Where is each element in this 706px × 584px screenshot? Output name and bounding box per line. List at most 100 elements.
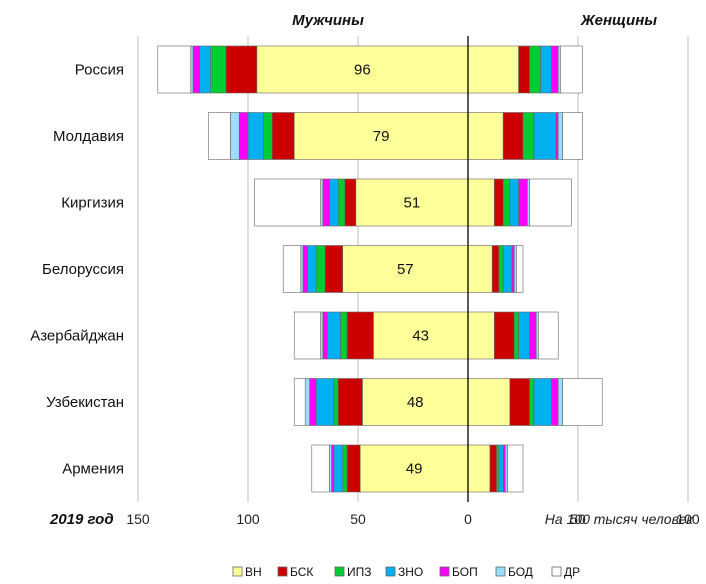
x-tick-label: 0: [464, 511, 472, 527]
bar-row: 49: [311, 444, 524, 493]
bar-segment-men: [199, 45, 211, 94]
bar-segment-men: [342, 444, 348, 493]
bar-segment-women: [494, 178, 504, 227]
bar-segment-men: [225, 45, 258, 94]
bar-segment-women: [467, 245, 493, 293]
bar-segment-women: [557, 45, 561, 94]
bar-segment-women: [498, 245, 504, 293]
legend-item: ИПЗ: [334, 565, 372, 579]
bar-segment-men: [230, 112, 240, 160]
bar-segment-men: [340, 311, 348, 360]
bar-segment-women: [560, 45, 583, 94]
legend-label: ИПЗ: [347, 565, 372, 579]
bar-segment-men: [315, 245, 326, 293]
bar-segment-women: [529, 378, 535, 426]
bar-segment-women: [518, 311, 530, 360]
bar-segment-women: [562, 378, 603, 426]
category-label: Армения: [62, 461, 124, 478]
bar-segment-women: [538, 311, 559, 360]
bar-segment-men: [190, 45, 194, 94]
legend-item: БОП: [439, 565, 478, 579]
legend-swatch: [385, 566, 396, 577]
category-label: Киргизия: [61, 195, 124, 212]
bar-segment-women: [533, 378, 552, 426]
legend-swatch: [439, 566, 450, 577]
bar-segment-women: [502, 245, 513, 293]
bar-segment-women: [496, 444, 500, 493]
bar-segment-women: [518, 45, 530, 94]
legend-item: ДР: [551, 565, 580, 579]
bar-segment-women: [551, 378, 559, 426]
bar-segment-women: [505, 444, 508, 493]
category-label: Узбекистан: [46, 394, 124, 411]
legend-item: БСК: [277, 565, 313, 579]
bar-segment-men: [238, 112, 249, 160]
legend-item: ВН: [232, 565, 262, 579]
x-tick-label: 150: [126, 511, 150, 527]
bar-segment-women: [557, 378, 563, 426]
bar-segment-women: [529, 45, 541, 94]
bar-segment-women: [509, 178, 519, 227]
bar-segment-women: [533, 112, 557, 160]
data-label: 49: [406, 461, 423, 478]
bar-segment-men: [337, 378, 363, 426]
bar-segment-men: [309, 378, 317, 426]
bar-segment-men: [208, 112, 231, 160]
data-label: 43: [412, 328, 429, 345]
legend-label: БОД: [508, 565, 533, 579]
category-label: Азербайджан: [30, 328, 124, 345]
legend: ВН БСК ИПЗ ЗНО БОП БОД ДР: [232, 565, 580, 579]
bar-segment-women: [529, 311, 537, 360]
bar-segment-men: [322, 311, 328, 360]
legend-item: ЗНО: [385, 565, 423, 579]
bar-segment-women: [518, 178, 528, 227]
header-men: Мужчины: [292, 12, 364, 29]
data-label: 48: [407, 394, 424, 411]
bar-segment-men: [302, 245, 308, 293]
bar-segment-women: [513, 311, 519, 360]
bar-segment-men: [157, 45, 192, 94]
legend-label: ДР: [564, 565, 580, 579]
bar-segment-men: [331, 444, 335, 493]
legend-swatch: [232, 566, 243, 577]
x-tick-label: 50: [570, 511, 586, 527]
bar-segment-women: [467, 112, 504, 160]
header-women: Женщины: [580, 12, 657, 29]
bar-segment-men: [359, 444, 469, 493]
bar-segment-women: [516, 245, 524, 293]
x-tick-label: 100: [676, 511, 700, 527]
bar-segment-men: [355, 178, 469, 227]
bar-segment-men: [333, 444, 343, 493]
legend-label: БСК: [290, 565, 313, 579]
category-label: Белоруссия: [42, 261, 124, 278]
bar-row: 57: [282, 245, 524, 293]
bar-segment-women: [507, 444, 524, 493]
bar-segment-women: [467, 378, 511, 426]
bar-segment-men: [322, 178, 330, 227]
legend-swatch: [334, 566, 345, 577]
bar-segment-women: [489, 444, 497, 493]
bar-segment-men: [271, 112, 295, 160]
data-label: 57: [397, 261, 414, 278]
x-tick-label: 100: [236, 511, 260, 527]
data-label: 96: [354, 62, 371, 79]
bar-row: 51: [254, 178, 572, 227]
bar-segment-women: [491, 245, 500, 293]
bar-segment-men: [210, 45, 227, 94]
bar-segment-men: [333, 378, 339, 426]
category-labels: Россия Молдавия Киргизия Белоруссия Азербайд…: [30, 62, 124, 478]
bar-segment-men: [315, 378, 335, 426]
bar-segment-men: [263, 112, 273, 160]
bar-segment-men: [300, 245, 304, 293]
bar-segment-women: [540, 45, 552, 94]
bar-segment-women: [502, 178, 511, 227]
bar-segment-men: [311, 444, 330, 493]
bar-segment-women: [467, 178, 495, 227]
bar-segment-men: [293, 378, 306, 426]
bar-row: 48: [293, 378, 603, 426]
bar-segment-women: [467, 444, 491, 493]
bar-segment-men: [342, 245, 469, 293]
year-label: 2019 год: [49, 511, 114, 528]
category-label: Молдавия: [53, 128, 124, 145]
